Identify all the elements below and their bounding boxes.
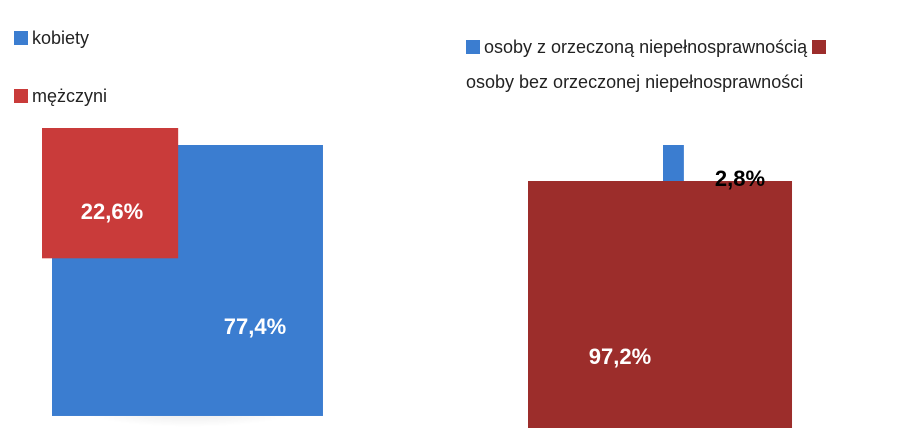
slice [663,145,684,186]
legend: osoby z orzeczoną niepełnosprawnością os… [466,30,918,100]
legend-item: kobiety [14,28,89,49]
slice [42,128,179,259]
data-label: 22,6% [81,199,143,224]
data-label: 2,8% [715,166,765,191]
legend-label: kobiety [32,28,90,48]
data-label: 77,4% [224,314,286,339]
data-label: 97,2% [589,344,651,369]
legend-label: osoby bez orzeczonej niepełnosprawności [466,72,804,92]
legend-item: mężczyni [14,86,107,107]
slice [528,181,793,428]
legend-label: mężczyni [32,86,108,106]
legend-label: osoby z orzeczoną niepełnosprawnością [484,37,808,57]
